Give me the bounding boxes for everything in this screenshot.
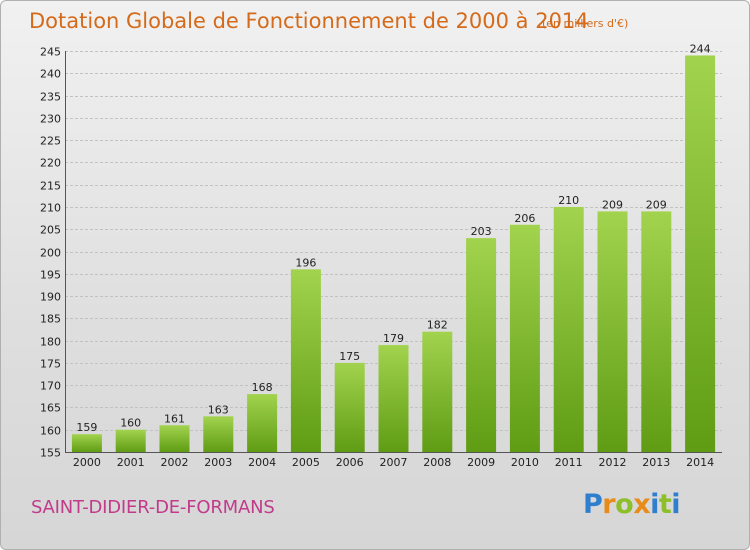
chart-subtitle: (en milliers d'€) <box>542 17 629 30</box>
y-tick-label: 245 <box>40 46 61 59</box>
bar <box>466 238 497 452</box>
data-label: 163 <box>208 403 229 416</box>
labels: 155 160 165 170 175 180 185 190 195 200 205 210 215 2… <box>40 42 714 469</box>
commune-name: SAINT-DIDIER-DE-FORMANS <box>31 497 275 518</box>
y-tick-label: 230 <box>40 113 61 126</box>
x-tick-label: 2011 <box>555 456 583 469</box>
y-tick-label: 200 <box>40 247 61 260</box>
bar <box>71 434 102 452</box>
bar <box>247 394 278 452</box>
x-tick-label: 2013 <box>642 456 670 469</box>
x-tick-label: 2012 <box>599 456 627 469</box>
axes <box>65 51 722 453</box>
logo-letter: i <box>650 489 659 520</box>
y-tick-label: 225 <box>40 135 61 148</box>
x-tick-label: 2005 <box>292 456 320 469</box>
bar <box>115 429 146 452</box>
y-tick-label: 165 <box>40 402 61 415</box>
bar <box>334 362 365 452</box>
data-label: 203 <box>471 225 492 238</box>
proxiti-logo[interactable]: Proxiti <box>583 489 681 520</box>
x-tick-label: 2008 <box>423 456 451 469</box>
logo-letter: t <box>658 489 672 520</box>
data-label: 159 <box>76 421 97 434</box>
bar <box>509 224 540 452</box>
bar <box>422 331 453 452</box>
y-tick-label: 185 <box>40 313 61 326</box>
x-tick-label: 2002 <box>161 456 189 469</box>
y-tick-label: 235 <box>40 91 61 104</box>
y-tick-label: 210 <box>40 202 61 215</box>
bar <box>378 345 409 452</box>
y-tick-label: 220 <box>40 157 61 170</box>
y-tick-label: 175 <box>40 358 61 371</box>
x-tick-label: 2001 <box>117 456 145 469</box>
data-label: 179 <box>383 332 404 345</box>
y-tick-label: 180 <box>40 336 61 349</box>
data-label: 206 <box>514 212 535 225</box>
y-tick-label: 240 <box>40 68 61 81</box>
x-tick-label: 2003 <box>204 456 232 469</box>
x-tick-label: 2006 <box>336 456 364 469</box>
bar <box>685 55 716 452</box>
bar <box>597 211 628 452</box>
x-tick-label: 2014 <box>686 456 714 469</box>
data-label: 196 <box>295 256 316 269</box>
bar <box>159 425 190 452</box>
y-tick-label: 155 <box>40 447 61 460</box>
logo-letter: r <box>602 489 616 520</box>
data-label: 175 <box>339 350 360 363</box>
data-label: 244 <box>690 42 711 55</box>
data-label: 209 <box>602 198 623 211</box>
y-tick-label: 215 <box>40 180 61 193</box>
y-tick-label: 190 <box>40 291 61 304</box>
data-label: 168 <box>252 381 273 394</box>
x-tick-label: 2004 <box>248 456 276 469</box>
y-tick-label: 170 <box>40 380 61 393</box>
data-label: 161 <box>164 412 185 425</box>
x-tick-label: 2007 <box>380 456 408 469</box>
bar <box>553 206 584 452</box>
logo-letter: x <box>633 489 651 520</box>
x-tick-label: 2000 <box>73 456 101 469</box>
bar <box>290 269 321 452</box>
bar <box>641 211 672 452</box>
data-label: 160 <box>120 417 141 430</box>
logo-letter: i <box>671 489 681 520</box>
chart-title: Dotation Globale de Fonctionnement de 20… <box>29 9 589 33</box>
bar <box>203 416 234 452</box>
bars <box>71 55 716 452</box>
y-tick-label: 160 <box>40 425 61 438</box>
logo-letter: P <box>583 489 603 520</box>
y-tick-label: 195 <box>40 269 61 282</box>
data-label: 182 <box>427 319 448 332</box>
data-label: 210 <box>558 194 579 207</box>
x-tick-label: 2009 <box>467 456 495 469</box>
y-tick-label: 205 <box>40 224 61 237</box>
logo-letter: o <box>615 489 634 520</box>
data-label: 209 <box>646 198 667 211</box>
x-tick-label: 2010 <box>511 456 539 469</box>
